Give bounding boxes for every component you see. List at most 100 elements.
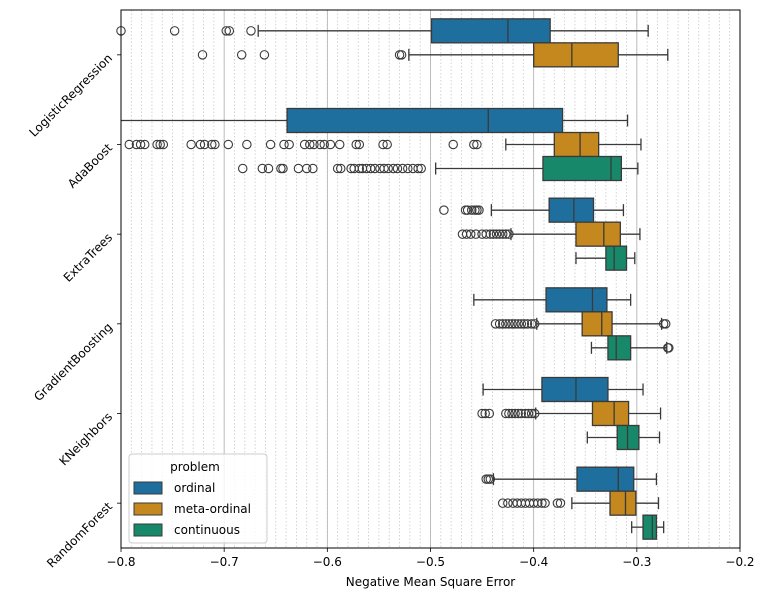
outlier-point: [236, 50, 247, 60]
legend: problem ordinal meta-ordinal continuous: [128, 453, 268, 544]
outlier-point: [501, 319, 511, 329]
outlier-point: [439, 205, 449, 215]
outlier-point: [519, 319, 530, 329]
outlier-point: [494, 319, 505, 329]
legend-entries: ordinal meta-ordinal continuous: [133, 481, 251, 537]
outlier-point: [526, 408, 537, 419]
series-meta-ordinal: [124, 42, 671, 516]
outlier-point: [488, 229, 499, 239]
outlier-point: [365, 163, 376, 174]
outlier-point: [152, 139, 162, 150]
box-ordinal-LogisticRegression: [116, 18, 649, 44]
outlier-point: [354, 139, 365, 150]
box-continuous-KNeighbors: [586, 424, 661, 451]
outlier-point: [504, 319, 514, 329]
outlier-point: [354, 163, 365, 174]
outlier-point: [660, 319, 671, 329]
outlier-point: [195, 139, 206, 150]
outlier-point: [309, 139, 319, 150]
box-ordinal-GradientBoosting: [473, 287, 632, 313]
y-tick-label: GradientBoosting: [31, 320, 115, 404]
outlier-point: [279, 139, 289, 150]
box-ordinal-RandomForest: [481, 466, 658, 492]
outlier-point: [207, 139, 217, 150]
y-tick-label: ExtraTrees: [61, 230, 115, 284]
outlier-point: [155, 139, 165, 150]
outlier-point: [490, 319, 501, 329]
outlier-point: [315, 139, 325, 150]
outlier-point: [516, 408, 527, 419]
x-tick-label: −0.4: [519, 555, 548, 569]
box-ordinal-AdaBoost: [121, 107, 629, 134]
outlier-point: [501, 408, 511, 419]
outlier-point: [284, 139, 294, 150]
outlier-point: [472, 139, 482, 150]
outlier-point: [510, 408, 520, 419]
box: [576, 466, 635, 492]
box: [591, 400, 630, 427]
outlier-point: [305, 139, 315, 150]
outlier-point: [501, 229, 511, 239]
outlier-point: [135, 139, 146, 150]
outlier-point: [416, 163, 426, 174]
outlier-point: [158, 139, 169, 150]
outlier-point: [186, 139, 196, 150]
outlier-point: [465, 229, 476, 239]
y-tick-label: RandomForest: [44, 499, 115, 570]
box-continuous-GradientBoosting: [590, 335, 674, 361]
legend-swatch: [133, 481, 163, 495]
legend-label: ordinal: [174, 481, 215, 495]
outlier-point: [224, 26, 235, 36]
x-tick-label: −0.3: [622, 555, 651, 569]
outlier-point: [210, 139, 220, 150]
outlier-point: [221, 26, 231, 36]
outlier-point: [503, 498, 513, 508]
box: [548, 197, 595, 223]
outlier-point: [242, 139, 252, 150]
outlier-point: [522, 319, 533, 329]
outlier-point: [413, 163, 423, 174]
outlier-point: [513, 408, 523, 419]
box-meta-ordinal-AdaBoost: [124, 131, 642, 158]
box-continuous-ExtraTrees: [575, 245, 636, 271]
outlier-point: [396, 50, 407, 60]
outlier-point: [299, 139, 310, 150]
box: [581, 311, 613, 337]
outlier-point: [332, 163, 343, 174]
outlier-point: [477, 408, 487, 419]
legend-swatch: [133, 502, 163, 516]
outlier-point: [293, 163, 304, 174]
outlier-point: [276, 163, 286, 174]
outlier-point: [529, 319, 540, 329]
y-tick-label: KNeighbors: [56, 410, 115, 469]
series-continuous: [237, 155, 674, 540]
outlier-point: [485, 229, 496, 239]
outlier-point: [497, 319, 508, 329]
legend-background: [128, 453, 268, 544]
box-meta-ordinal-KNeighbors: [477, 400, 662, 427]
outlier-point: [461, 229, 472, 239]
outlier-point: [520, 408, 531, 419]
legend-swatch: [133, 523, 163, 537]
outlier-point: [370, 163, 380, 174]
outlier-point: [523, 408, 534, 419]
outlier-point: [533, 498, 543, 508]
outlier-point: [301, 163, 312, 174]
outlier-point: [448, 139, 458, 150]
outlier-point: [467, 205, 477, 215]
outlier-point: [469, 139, 479, 150]
outlier-point: [462, 205, 473, 215]
y-tick-label: AdaBoost: [65, 141, 115, 191]
box: [430, 18, 551, 44]
outlier-point: [237, 163, 248, 174]
outlier-point: [507, 319, 517, 329]
box: [541, 376, 609, 403]
x-tick-label: −0.5: [416, 555, 445, 569]
outlier-point: [403, 163, 413, 174]
outlier-point: [516, 319, 527, 329]
outlier-point: [379, 163, 389, 174]
box: [605, 245, 628, 271]
outlier-point: [388, 163, 399, 174]
outlier-point: [124, 139, 135, 150]
